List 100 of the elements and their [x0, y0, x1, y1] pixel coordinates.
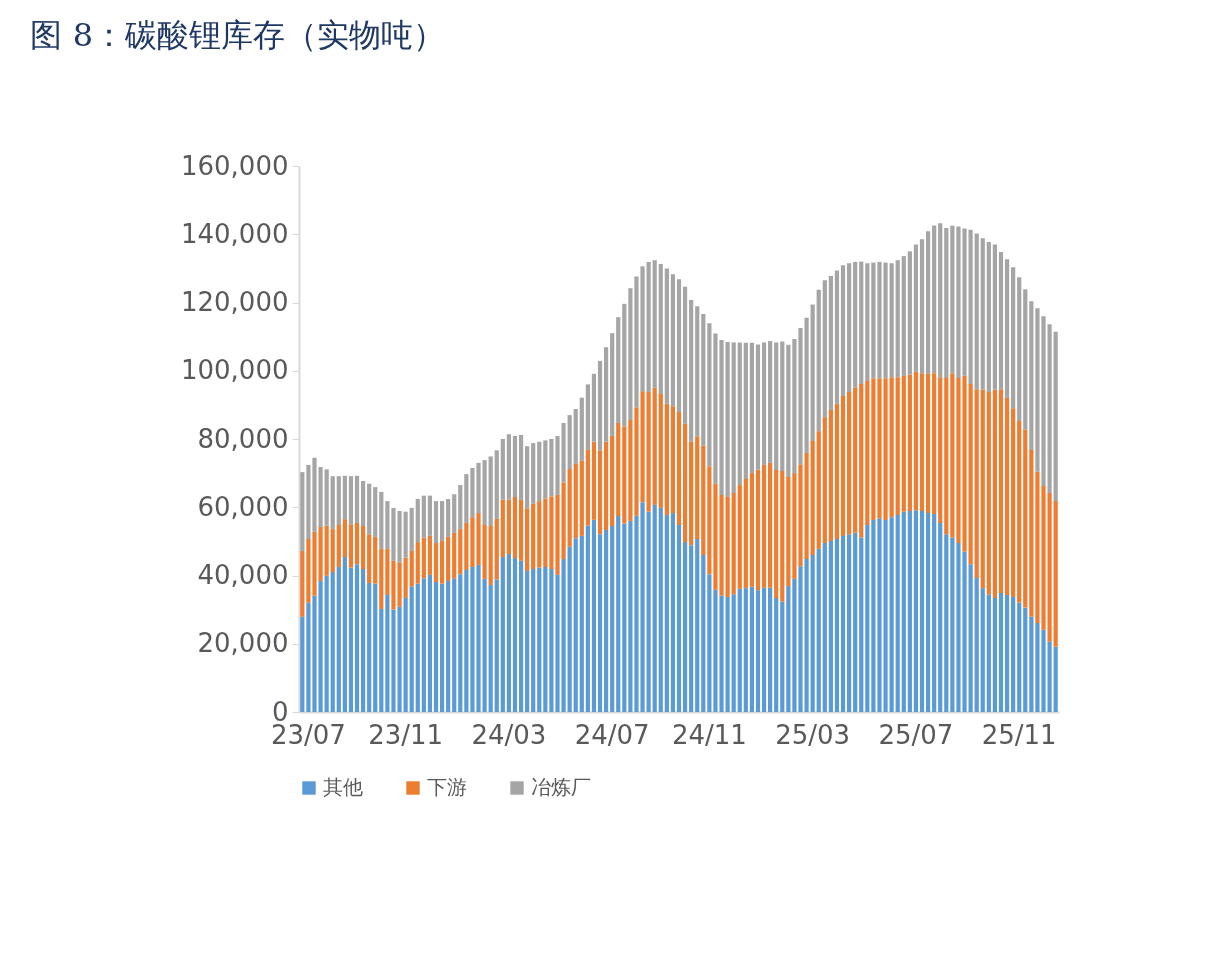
bar	[537, 501, 542, 568]
bar	[980, 588, 985, 712]
bar	[494, 518, 499, 580]
bar	[761, 587, 767, 712]
bar	[743, 478, 748, 589]
bar	[658, 507, 663, 712]
bar	[968, 229, 973, 385]
bar	[610, 526, 615, 712]
y-tick-label: 100,000	[180, 355, 289, 386]
bar	[373, 583, 378, 712]
bar	[670, 406, 676, 514]
bar	[695, 436, 700, 539]
bar	[597, 450, 603, 535]
bar	[543, 498, 548, 567]
bar	[379, 548, 384, 609]
bar	[300, 472, 305, 551]
bar	[543, 440, 548, 499]
bar	[761, 342, 767, 465]
bar	[300, 550, 305, 617]
bar	[725, 597, 730, 712]
bar	[421, 537, 426, 579]
bar	[974, 233, 979, 390]
bar	[816, 289, 821, 432]
bar	[737, 588, 742, 712]
bar	[944, 377, 949, 535]
bar	[749, 473, 754, 587]
bar	[664, 268, 669, 404]
bar	[974, 389, 979, 578]
bar	[701, 314, 706, 446]
bar	[500, 499, 505, 558]
bar	[537, 567, 542, 712]
bar	[780, 601, 785, 712]
bar	[913, 371, 919, 511]
bar	[452, 532, 457, 579]
bar	[616, 317, 621, 423]
bar	[925, 513, 931, 712]
bar	[616, 422, 621, 517]
bar	[646, 391, 651, 512]
bar	[415, 542, 420, 584]
bar	[816, 548, 821, 712]
bar	[360, 480, 366, 527]
bar	[840, 265, 846, 396]
bar	[786, 476, 791, 587]
bar	[518, 500, 524, 561]
bar	[367, 534, 372, 584]
bar	[585, 384, 590, 450]
x-tick-label: 24/03	[471, 719, 547, 750]
bar	[531, 503, 536, 570]
x-tick-label: 24/11	[671, 719, 747, 750]
chart-title: 图 8：碳酸锂库存（实物吨）	[30, 16, 446, 54]
bar	[919, 511, 925, 712]
bar	[604, 441, 609, 531]
bar	[433, 581, 439, 712]
y-tick-label: 40,000	[197, 560, 289, 590]
bar	[567, 469, 572, 547]
bar	[828, 275, 833, 410]
bar	[567, 546, 572, 712]
bar	[840, 396, 846, 536]
bar	[664, 403, 669, 516]
bar	[531, 569, 536, 712]
bar	[895, 377, 900, 516]
bar	[889, 517, 894, 712]
bar	[974, 577, 979, 712]
bar	[895, 260, 900, 378]
bar	[834, 538, 840, 712]
bar	[689, 441, 694, 546]
bar	[676, 279, 682, 413]
bar	[567, 415, 572, 470]
bar	[676, 412, 682, 525]
bar	[385, 548, 390, 595]
x-tick-label: 24/07	[574, 719, 650, 750]
bar	[373, 536, 378, 584]
bar	[986, 391, 991, 595]
bar	[336, 525, 341, 567]
bar	[998, 389, 1004, 593]
bar	[628, 520, 633, 712]
bar	[458, 529, 463, 575]
bar	[847, 391, 852, 535]
bar	[695, 306, 700, 437]
bar	[682, 423, 688, 543]
bar	[324, 469, 329, 526]
bar	[458, 574, 463, 712]
bar	[433, 501, 439, 544]
bar	[859, 261, 864, 385]
bar	[415, 583, 420, 712]
bar	[853, 387, 858, 533]
bar	[664, 515, 669, 712]
bar	[597, 360, 603, 451]
bar	[919, 239, 925, 374]
bar	[780, 341, 785, 472]
bar	[464, 522, 469, 571]
bar	[1011, 267, 1016, 409]
bar	[743, 342, 748, 479]
bar	[701, 445, 706, 556]
bar	[755, 590, 761, 712]
bar	[1029, 449, 1034, 617]
bar	[452, 578, 457, 712]
bar	[616, 516, 621, 712]
bar	[421, 495, 426, 538]
bar	[774, 470, 779, 599]
